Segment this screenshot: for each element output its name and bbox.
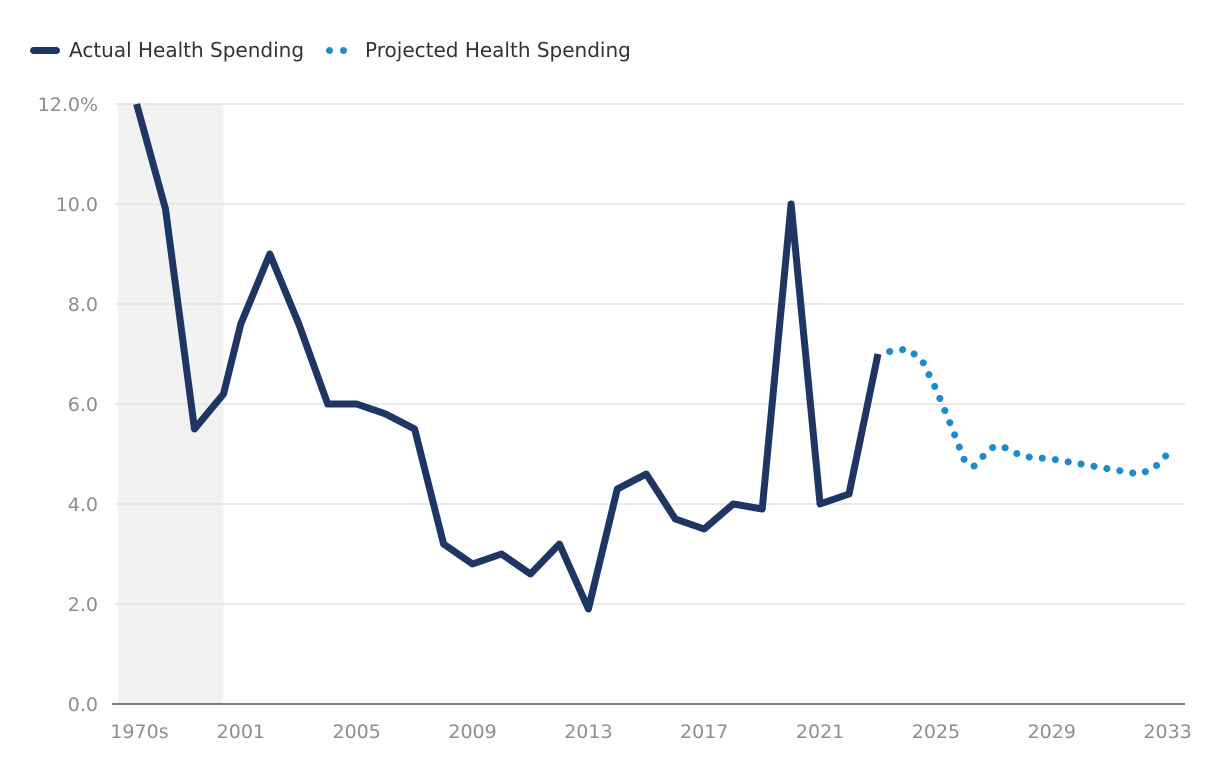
legend-item-actual[interactable]: Actual Health Spending bbox=[30, 38, 304, 62]
legend-swatch-projected bbox=[326, 46, 356, 54]
x-tick-label-5: 2017 bbox=[680, 721, 728, 743]
y-tick-label-5: 10.0 bbox=[56, 194, 98, 216]
x-tick-label-9: 2033 bbox=[1143, 721, 1191, 743]
gridlines-layer bbox=[115, 103, 1185, 605]
x-tick-label-1: 2001 bbox=[217, 721, 265, 743]
x-tick-label-3: 2009 bbox=[448, 721, 496, 743]
y-tick-label-6: 12.0% bbox=[38, 94, 98, 116]
legend-swatch-actual bbox=[30, 46, 60, 54]
series-line-actual bbox=[133, 103, 882, 613]
x-tick-label-4: 2013 bbox=[564, 721, 612, 743]
y-tick-label-3: 6.0 bbox=[68, 394, 98, 416]
x-tick-label-8: 2029 bbox=[1028, 721, 1076, 743]
chart-legend: Actual Health Spending Projected Health … bbox=[30, 34, 631, 66]
x-tick-label-6: 2021 bbox=[796, 721, 844, 743]
x-tick-label-7: 2025 bbox=[912, 721, 960, 743]
legend-label-actual: Actual Health Spending bbox=[69, 38, 305, 62]
legend-label-projected: Projected Health Spending bbox=[365, 38, 631, 62]
legend-item-projected[interactable]: Projected Health Spending bbox=[326, 38, 631, 62]
x-tick-label-2: 2005 bbox=[333, 721, 381, 743]
y-tick-label-1: 2.0 bbox=[68, 594, 98, 616]
axis-layer: 0.0 2.0 4.0 6.0 8.0 10.0 12.0% 1970s 2001 2005 200… bbox=[38, 94, 1192, 743]
y-tick-label-0: 0.0 bbox=[68, 694, 98, 716]
y-tick-label-4: 8.0 bbox=[68, 294, 98, 316]
x-tick-label-0: 1970s bbox=[110, 721, 168, 743]
series-line-projected bbox=[886, 345, 1172, 478]
series-layer bbox=[133, 103, 1172, 613]
y-tick-label-2: 4.0 bbox=[68, 494, 98, 516]
